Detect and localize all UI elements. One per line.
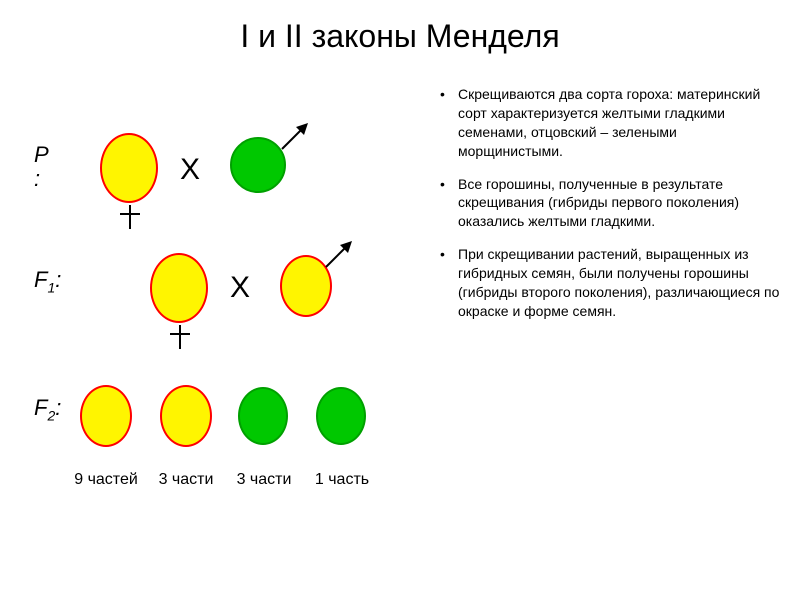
content-area: P: F1: F2: XX9 частей3 части3 части1 час… bbox=[0, 55, 800, 555]
label-P: P: bbox=[34, 143, 49, 191]
female-symbol-icon bbox=[170, 325, 190, 355]
bullet-item: Скрещиваются два сорта гороха: материнск… bbox=[440, 85, 780, 161]
page-title: I и II законы Менделя bbox=[0, 0, 800, 55]
ratio-label: 9 частей bbox=[68, 471, 144, 489]
pea-p-female bbox=[100, 133, 158, 203]
pea-f2-1 bbox=[80, 385, 132, 447]
male-symbol-icon bbox=[322, 237, 352, 267]
male-symbol-icon bbox=[278, 119, 308, 149]
pea-f2-2 bbox=[160, 385, 212, 447]
ratio-label: 3 части bbox=[226, 471, 302, 489]
label-F2: F2: bbox=[34, 395, 61, 423]
cross-symbol: X bbox=[180, 153, 200, 187]
pea-f2-4 bbox=[316, 387, 366, 445]
ratio-label: 1 часть bbox=[304, 471, 380, 489]
description-list: Скрещиваются два сорта гороха: материнск… bbox=[420, 75, 780, 555]
female-symbol-icon bbox=[120, 205, 140, 235]
pea-f1-female bbox=[150, 253, 208, 323]
bullet-item: При скрещивании растений, выращенных из … bbox=[440, 245, 780, 321]
pea-f2-3 bbox=[238, 387, 288, 445]
label-F1: F1: bbox=[34, 267, 61, 295]
ratio-label: 3 части bbox=[148, 471, 224, 489]
bullet-item: Все горошины, полученные в результате ск… bbox=[440, 175, 780, 232]
genetics-diagram: P: F1: F2: XX9 частей3 части3 части1 час… bbox=[20, 75, 420, 555]
cross-symbol: X bbox=[230, 271, 250, 305]
